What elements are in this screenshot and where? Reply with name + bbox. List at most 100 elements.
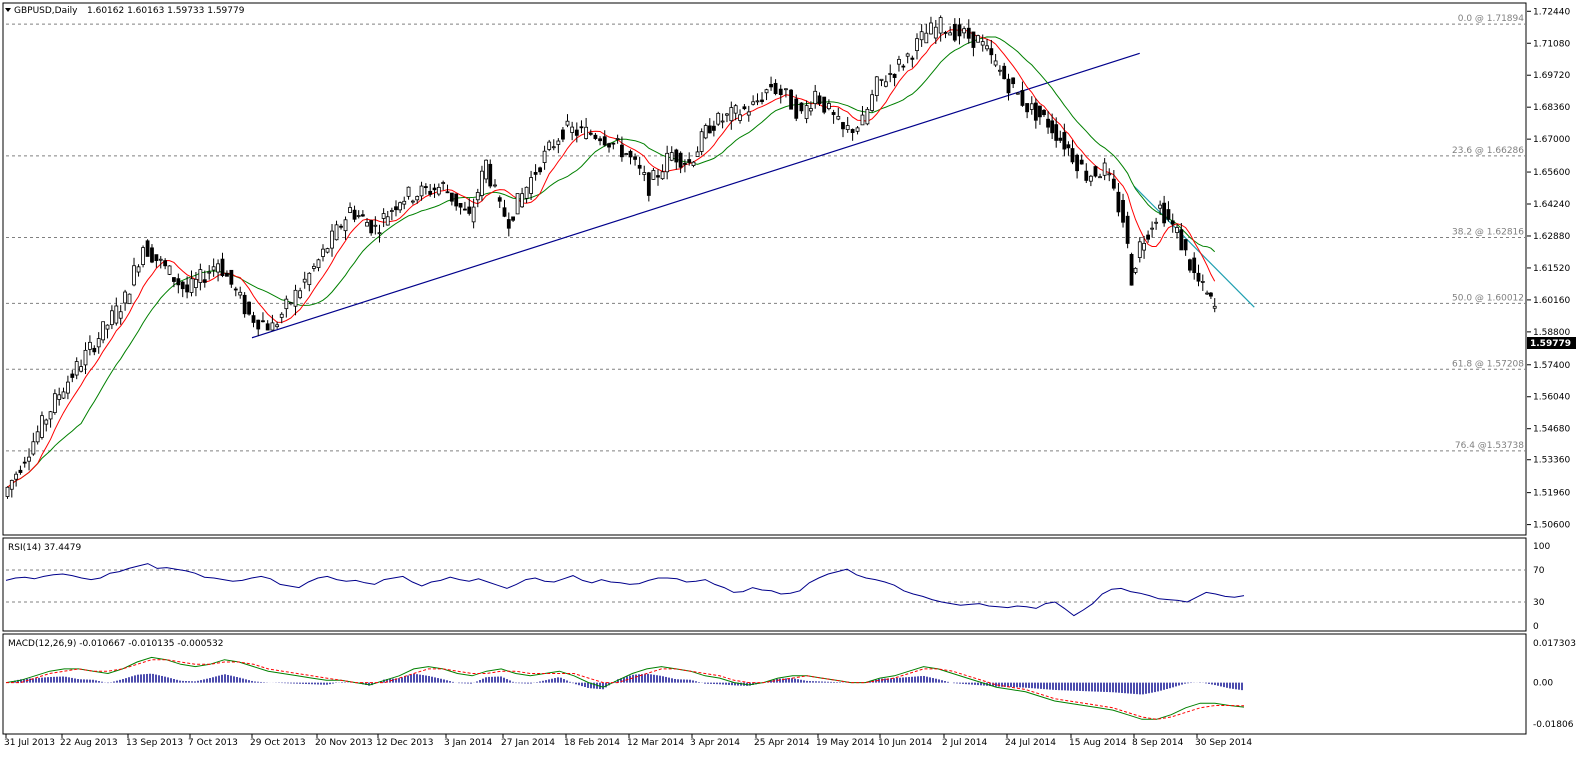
price-tick-label: 1.56040: [1533, 393, 1570, 403]
candle: [751, 95, 756, 106]
candle: [1188, 258, 1192, 273]
candle: [198, 263, 203, 291]
candle: [620, 136, 624, 162]
candle: [1079, 154, 1084, 165]
candle: [642, 165, 647, 182]
candle: [542, 145, 547, 170]
candle: [551, 139, 556, 151]
candle: [948, 26, 953, 36]
candle: [402, 196, 407, 210]
price-tick-label: 1.64240: [1533, 200, 1570, 210]
candle: [256, 319, 261, 336]
candle: [883, 75, 888, 88]
time-tick-label: 24 Jul 2014: [1005, 738, 1056, 748]
candle: [96, 332, 101, 354]
signal-line: [6, 659, 1245, 720]
candle: [598, 136, 602, 146]
candle: [892, 73, 897, 87]
fib-label-0: 0.0 @ 1.71894: [1458, 14, 1525, 24]
candle: [773, 79, 778, 96]
candle: [61, 387, 66, 399]
candle: [1212, 298, 1217, 313]
candle: [611, 142, 616, 150]
downtrend-line[interactable]: [1133, 185, 1255, 308]
price-tick-label: 1.50600: [1533, 521, 1570, 531]
symbol-label: GBPUSD,Daily: [14, 6, 78, 16]
candle: [1196, 264, 1201, 287]
candle: [1179, 222, 1184, 251]
candle: [207, 265, 212, 280]
macd-tick-label: -0.01806: [1533, 720, 1574, 730]
candle: [9, 479, 14, 498]
candle: [44, 418, 49, 432]
candle: [229, 269, 234, 288]
candle: [316, 258, 321, 272]
candle: [637, 156, 642, 176]
candle: [5, 486, 10, 499]
time-tick-label: 8 Sep 2014: [1132, 738, 1184, 748]
candle: [123, 289, 127, 311]
candle: [321, 244, 325, 262]
candle: [822, 96, 827, 115]
candle: [1093, 165, 1098, 178]
candle: [910, 55, 915, 68]
ohlc-readout: 1.60162 1.60163 1.59733 1.59779: [87, 6, 245, 16]
candle: [660, 164, 665, 180]
candle: [656, 169, 660, 186]
candle: [1070, 140, 1075, 165]
candle: [18, 465, 23, 475]
candle: [520, 187, 524, 208]
candle: [1033, 98, 1038, 129]
dropdown-triangle-icon[interactable]: [5, 8, 11, 12]
macd-tick-label: 0.017303: [1533, 639, 1576, 649]
candle: [410, 199, 415, 205]
uptrend-line[interactable]: [251, 52, 1140, 339]
candle: [40, 411, 44, 440]
candle: [307, 272, 312, 292]
candle: [515, 193, 520, 215]
fib-label-3: 50.0 @ 1.60012: [1452, 293, 1524, 303]
candle: [74, 357, 79, 380]
price-tick-label: 1.68360: [1533, 103, 1570, 113]
candle: [1166, 201, 1171, 222]
macd-indicator: 0.017303 0.00 -0.01806: [5, 639, 1576, 730]
candle: [48, 410, 53, 428]
price-tick-label: 1.53360: [1533, 456, 1570, 466]
candle: [225, 270, 229, 277]
candle: [145, 239, 150, 257]
candle: [1020, 81, 1025, 107]
candle: [989, 39, 994, 64]
candle: [729, 101, 734, 130]
candle: [1162, 195, 1167, 227]
candle: [826, 99, 831, 111]
candle: [441, 180, 446, 191]
candle: [607, 142, 611, 153]
candle: [615, 134, 620, 144]
candle: [261, 312, 265, 323]
candle: [651, 167, 656, 180]
time-tick-label: 13 Sep 2013: [126, 738, 183, 748]
candle: [971, 31, 976, 57]
price-tick-label: 1.51960: [1533, 489, 1570, 499]
candle: [764, 88, 769, 101]
candle: [1066, 141, 1071, 156]
candle: [938, 15, 943, 42]
candle: [905, 52, 910, 64]
candle: [185, 276, 190, 299]
candle: [624, 152, 629, 155]
candle: [976, 34, 980, 43]
candle: [794, 94, 799, 122]
candle: [247, 301, 251, 316]
candle: [556, 138, 561, 154]
candle: [88, 335, 92, 356]
candle: [836, 107, 841, 121]
candle: [467, 198, 472, 216]
candle: [547, 139, 552, 152]
candle: [70, 369, 75, 383]
candle: [860, 106, 865, 126]
candle: [1146, 230, 1150, 243]
candle: [1058, 130, 1063, 143]
time-tick-label: 18 Feb 2014: [564, 738, 620, 748]
candle: [579, 120, 584, 134]
candle: [1011, 77, 1016, 89]
